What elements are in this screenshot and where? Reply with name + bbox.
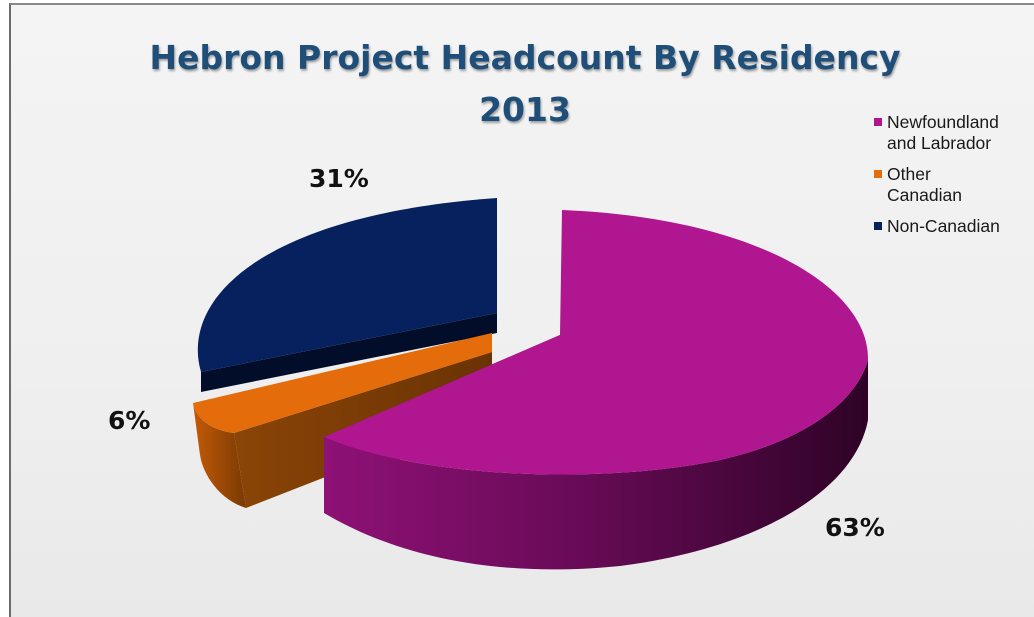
legend: Newfoundland and Labrador Other Canadian… [874,112,1034,247]
legend-item-non-canadian: Non-Canadian [874,216,1034,237]
legend-swatch-other-canadian [874,170,882,178]
chart-title: Hebron Project Headcount By Residency 20… [110,32,940,136]
chart-title-text: Hebron Project Headcount By Residency [149,38,901,77]
data-label-other-canadian: 6% [108,406,150,435]
slice-other-canadian-side [193,403,246,508]
legend-item-newfoundland-labrador: Newfoundland and Labrador [874,112,1034,154]
legend-label-line2: Canadian [887,185,962,205]
chart-subtitle-text: 2013 [479,90,571,129]
slice-non-canadian-top [197,198,498,372]
legend-label-line1: Non-Canadian [887,216,1000,236]
slice-newfoundland-labrador [324,210,869,570]
data-label-newfoundland-labrador: 63% [825,513,885,542]
legend-label-line1: Other [887,164,931,184]
legend-swatch-non-canadian [874,222,882,230]
data-label-non-canadian: 31% [309,164,369,193]
slice-newfoundland-labrador-side [324,360,868,570]
legend-swatch-newfoundland-labrador [874,118,882,126]
slice-non-canadian-side [201,313,497,392]
slice-other-canadian-top [193,333,492,433]
legend-label-line1: Newfoundland [887,112,999,132]
legend-item-other-canadian: Other Canadian [874,164,1034,206]
slice-non-canadian [197,198,498,392]
slice-newfoundland-labrador-top [324,210,869,475]
legend-label-line2: and Labrador [887,133,992,153]
